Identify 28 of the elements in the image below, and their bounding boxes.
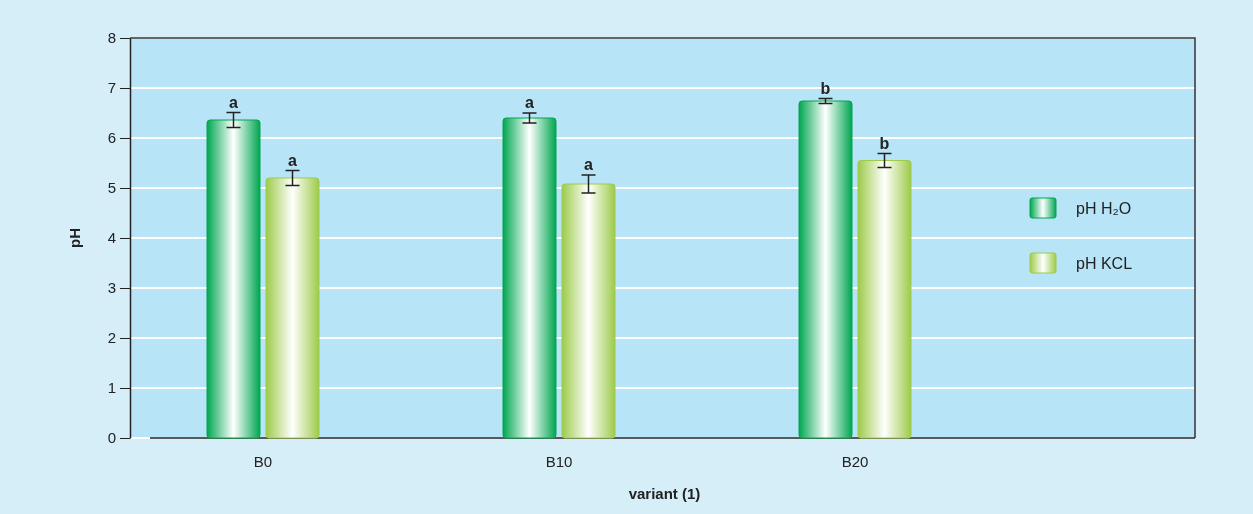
bar — [206, 119, 261, 439]
bar — [265, 177, 320, 439]
y-axis-title: pH — [66, 228, 83, 248]
y-tick-label: 3 — [107, 279, 116, 297]
bar — [502, 117, 557, 439]
bar — [857, 160, 912, 439]
y-tick-label: 2 — [107, 329, 116, 347]
y-tick-label: 0 — [107, 429, 116, 447]
y-tick-label: 6 — [107, 129, 116, 147]
y-tick-label: 7 — [107, 79, 116, 97]
x-tick-label: B10 — [545, 453, 573, 470]
y-tick-label: 1 — [107, 379, 116, 397]
legend-label: pH KCL — [1076, 255, 1133, 272]
y-tick-label: 5 — [107, 179, 116, 197]
y-tick-label: 4 — [107, 229, 116, 247]
data-label: a — [584, 156, 594, 173]
data-label: b — [820, 79, 831, 97]
data-label: a — [288, 151, 298, 169]
data-label: a — [229, 93, 239, 111]
x-tick-label: B20 — [841, 453, 869, 470]
data-label: b — [879, 134, 890, 152]
bar — [561, 183, 616, 439]
x-tick-label: B0 — [253, 453, 273, 470]
x-axis-title: variant (1) — [628, 485, 701, 502]
data-label: a — [525, 94, 535, 111]
legend-label: pH H₂O — [1076, 200, 1132, 217]
bar — [798, 100, 853, 439]
y-tick-label: 8 — [107, 29, 116, 47]
